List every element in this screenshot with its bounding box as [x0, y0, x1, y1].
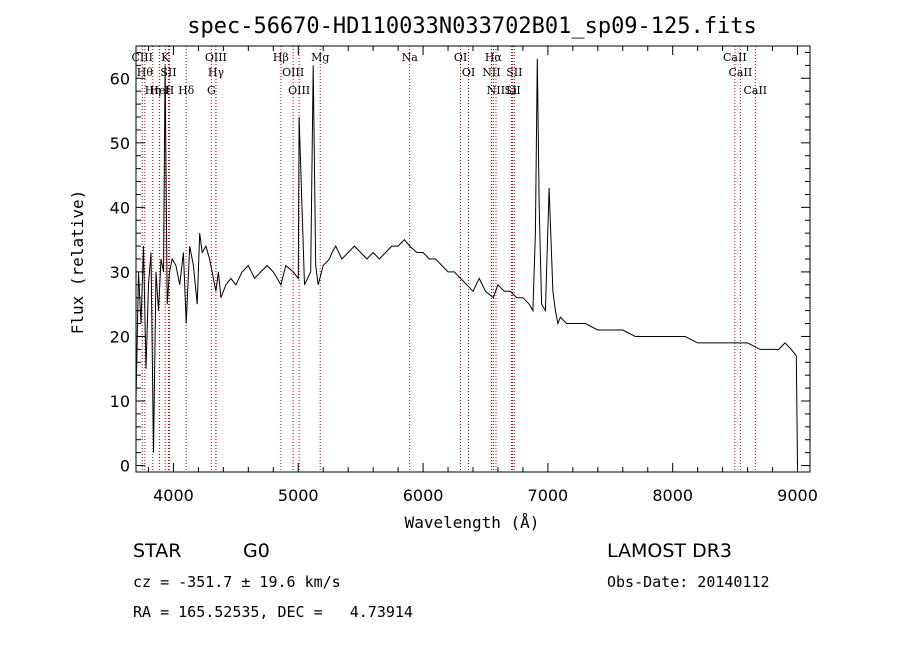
line-marker-label: NII — [487, 84, 505, 97]
object-type: STAR — [133, 540, 182, 562]
line-marker-label: SII — [160, 66, 176, 79]
y-tick-label: 20 — [110, 327, 130, 346]
line-marker-label: CaII — [743, 84, 767, 97]
x-axis-label: Wavelength (Å) — [405, 513, 540, 532]
line-marker-label: CaII — [729, 66, 753, 79]
line-marker-label: K — [161, 51, 170, 64]
y-tick-label: 30 — [110, 263, 130, 282]
line-marker-label: Hη — [145, 84, 161, 97]
line-marker-label: Hα — [485, 51, 503, 64]
line-marker-label: OIII — [205, 51, 227, 64]
line-marker-label: G — [207, 84, 216, 97]
line-marker-label: Hθ — [137, 66, 154, 79]
line-marker-label: Hβ — [273, 51, 289, 64]
spectrum-line — [135, 58, 798, 466]
line-marker-label: SII — [506, 66, 522, 79]
y-tick-label: 40 — [110, 198, 130, 217]
line-marker-label: CIII — [132, 51, 153, 64]
spectral-subclass: G0 — [243, 540, 270, 562]
survey-name: LAMOST DR3 — [607, 540, 732, 562]
x-tick-label: 9000 — [777, 486, 818, 505]
redshift-cz: cz = -351.7 ± 19.6 km/s — [133, 573, 341, 591]
y-axis-ticks: 0 10 20 30 40 50 60 — [110, 51, 810, 476]
line-marker-label: OI — [462, 66, 475, 79]
x-tick-label: 6000 — [403, 486, 444, 505]
line-marker-label: OIII — [288, 84, 310, 97]
spectral-line-markers — [141, 46, 756, 472]
plot-frame — [135, 45, 811, 473]
x-axis-ticks: 4000 5000 6000 7000 8000 9000 — [147, 46, 818, 505]
line-marker-label: Na — [402, 51, 419, 64]
y-tick-label: 10 — [110, 392, 130, 411]
y-axis-label: Flux (relative) — [68, 190, 87, 335]
coordinates: RA = 165.52535, DEC = 4.73914 — [133, 603, 413, 621]
line-marker-label: SII — [504, 84, 520, 97]
x-tick-label: 4000 — [153, 486, 194, 505]
x-tick-label: 5000 — [278, 486, 319, 505]
line-marker-label: CaII — [723, 51, 747, 64]
line-marker-label: NII — [482, 66, 500, 79]
line-marker-label: OI — [454, 51, 467, 64]
observation-date: Obs-Date: 20140112 — [607, 573, 770, 591]
y-tick-label: 0 — [120, 457, 130, 476]
line-marker-label: Mg — [311, 51, 329, 64]
line-marker-label: OIII — [282, 66, 304, 79]
line-marker-label: Hγ — [208, 66, 225, 79]
x-tick-label: 8000 — [652, 486, 693, 505]
y-tick-label: 60 — [110, 69, 130, 88]
x-tick-label: 7000 — [528, 486, 569, 505]
line-marker-label: Hδ — [178, 84, 195, 97]
y-tick-label: 50 — [110, 134, 130, 153]
line-marker-label: H — [165, 84, 175, 97]
chart-title: spec-56670-HD110033N033702B01_sp09-125.f… — [187, 14, 757, 39]
line-marker-label: Li — [506, 84, 517, 97]
